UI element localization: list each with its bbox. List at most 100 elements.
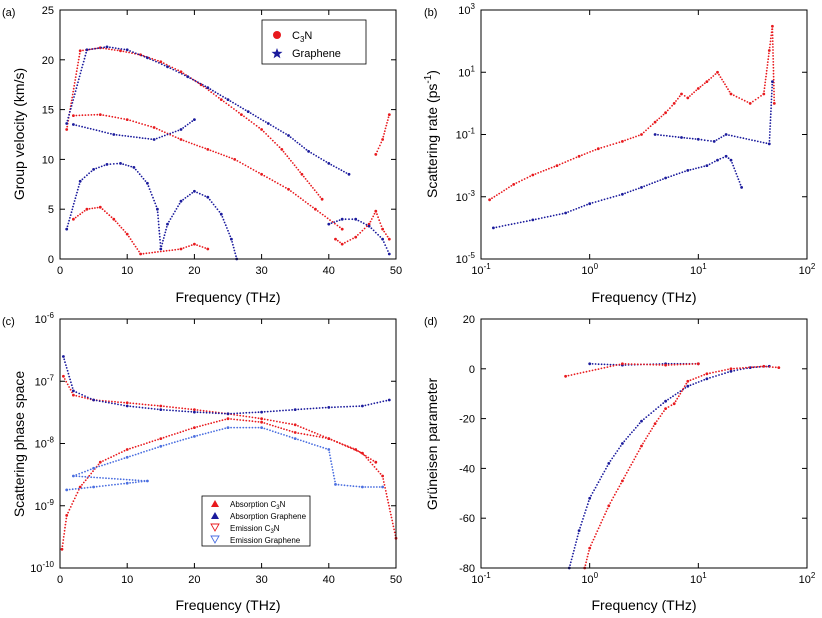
trail-dot	[196, 409, 199, 411]
trail-dot	[615, 364, 618, 366]
trail-dot	[174, 136, 177, 139]
trail-dot	[185, 429, 187, 432]
trail-dot	[234, 252, 237, 255]
trail-dot	[173, 433, 176, 435]
data-point	[729, 92, 733, 96]
trail-dot	[208, 411, 211, 414]
trail-dot	[657, 133, 659, 136]
data-point	[62, 355, 65, 358]
trail-dot	[182, 438, 185, 441]
trail-dot	[214, 206, 217, 208]
trail-dot	[542, 169, 545, 172]
trail-dot	[78, 183, 81, 186]
data-point	[374, 460, 378, 464]
data-point	[705, 372, 709, 376]
trail-dot	[718, 137, 720, 140]
trail-dot	[360, 221, 362, 223]
trail-dot	[584, 509, 587, 511]
x-tick-label: 40	[323, 574, 335, 586]
trail-dot	[313, 189, 316, 192]
trail-dot	[74, 488, 77, 490]
data-point	[226, 426, 230, 429]
trail-dot	[221, 419, 224, 422]
trail-dot	[393, 531, 396, 534]
trail-dot	[382, 400, 385, 403]
trail-dot	[549, 215, 552, 218]
trail-dot	[190, 244, 193, 247]
trail-dot	[605, 467, 607, 470]
series-emission-c3n	[60, 417, 398, 551]
trail-dot	[159, 250, 162, 253]
trail-dot	[157, 223, 160, 226]
trail-dot	[771, 34, 774, 37]
trail-dot	[157, 220, 160, 223]
trail-dot	[150, 138, 153, 141]
trail-dot	[96, 113, 99, 116]
trail-dot	[545, 168, 548, 171]
trail-dot	[199, 425, 201, 427]
trail-dot	[274, 425, 277, 428]
trail-dot	[120, 458, 123, 460]
trail-dot	[691, 363, 694, 365]
data-point	[193, 426, 196, 429]
trail-dot	[629, 433, 631, 436]
trail-dot	[391, 519, 394, 522]
trail-dot	[68, 386, 70, 388]
trail-dot	[588, 550, 590, 552]
panel-a-frame	[59, 9, 397, 260]
panel-b-frame	[480, 9, 808, 260]
trail-dot	[513, 222, 516, 225]
trail-dot	[765, 69, 768, 72]
trail-dot	[364, 455, 367, 457]
trail-dot	[191, 78, 194, 81]
trail-dot	[305, 148, 308, 151]
trail-dot	[757, 96, 760, 99]
trail-dot	[118, 452, 120, 455]
data-point	[729, 158, 733, 162]
data-point	[588, 202, 592, 206]
data-point	[72, 393, 75, 397]
trail-dot	[137, 445, 140, 447]
trail-dot	[748, 366, 750, 369]
trail-dot	[772, 46, 774, 48]
trail-dot	[280, 427, 283, 430]
trail-dot	[196, 81, 199, 84]
trail-dot	[383, 484, 386, 486]
trail-dot	[96, 476, 98, 479]
trail-dot	[762, 141, 765, 144]
trail-dot	[245, 117, 248, 120]
trail-dot	[122, 478, 125, 481]
trail-dot	[296, 141, 299, 144]
trail-dot	[144, 124, 147, 126]
data-point	[159, 408, 163, 411]
panel-a-xlabel: Frequency (THz)	[175, 289, 280, 305]
trail-dot	[662, 178, 664, 181]
trail-dot	[153, 408, 156, 410]
trail-dot	[680, 390, 683, 393]
trail-dot	[185, 246, 188, 248]
trail-dot	[217, 152, 220, 155]
trail-dot	[315, 407, 318, 410]
trail-dot	[707, 139, 709, 142]
trail-dot	[168, 434, 171, 437]
trail-dot	[338, 226, 341, 229]
trail-dot	[70, 211, 73, 214]
trail-dot	[252, 169, 255, 171]
trail-dot	[239, 419, 242, 421]
trail-dot	[258, 171, 260, 174]
trail-dot	[637, 134, 640, 137]
trail-dot	[772, 55, 774, 57]
legend-absorption-c3n-marker	[211, 500, 219, 507]
trail-dot	[751, 139, 753, 142]
trail-dot	[600, 521, 602, 524]
trail-dot	[82, 49, 84, 52]
trail-dot	[162, 62, 165, 65]
trail-dot	[131, 240, 134, 243]
data-point	[65, 488, 69, 492]
trail-dot	[599, 524, 601, 527]
trail-dot	[302, 440, 305, 443]
trail-dot	[150, 125, 153, 128]
trail-dot	[77, 78, 80, 81]
trail-dot	[579, 526, 581, 529]
trail-dot	[156, 211, 159, 214]
